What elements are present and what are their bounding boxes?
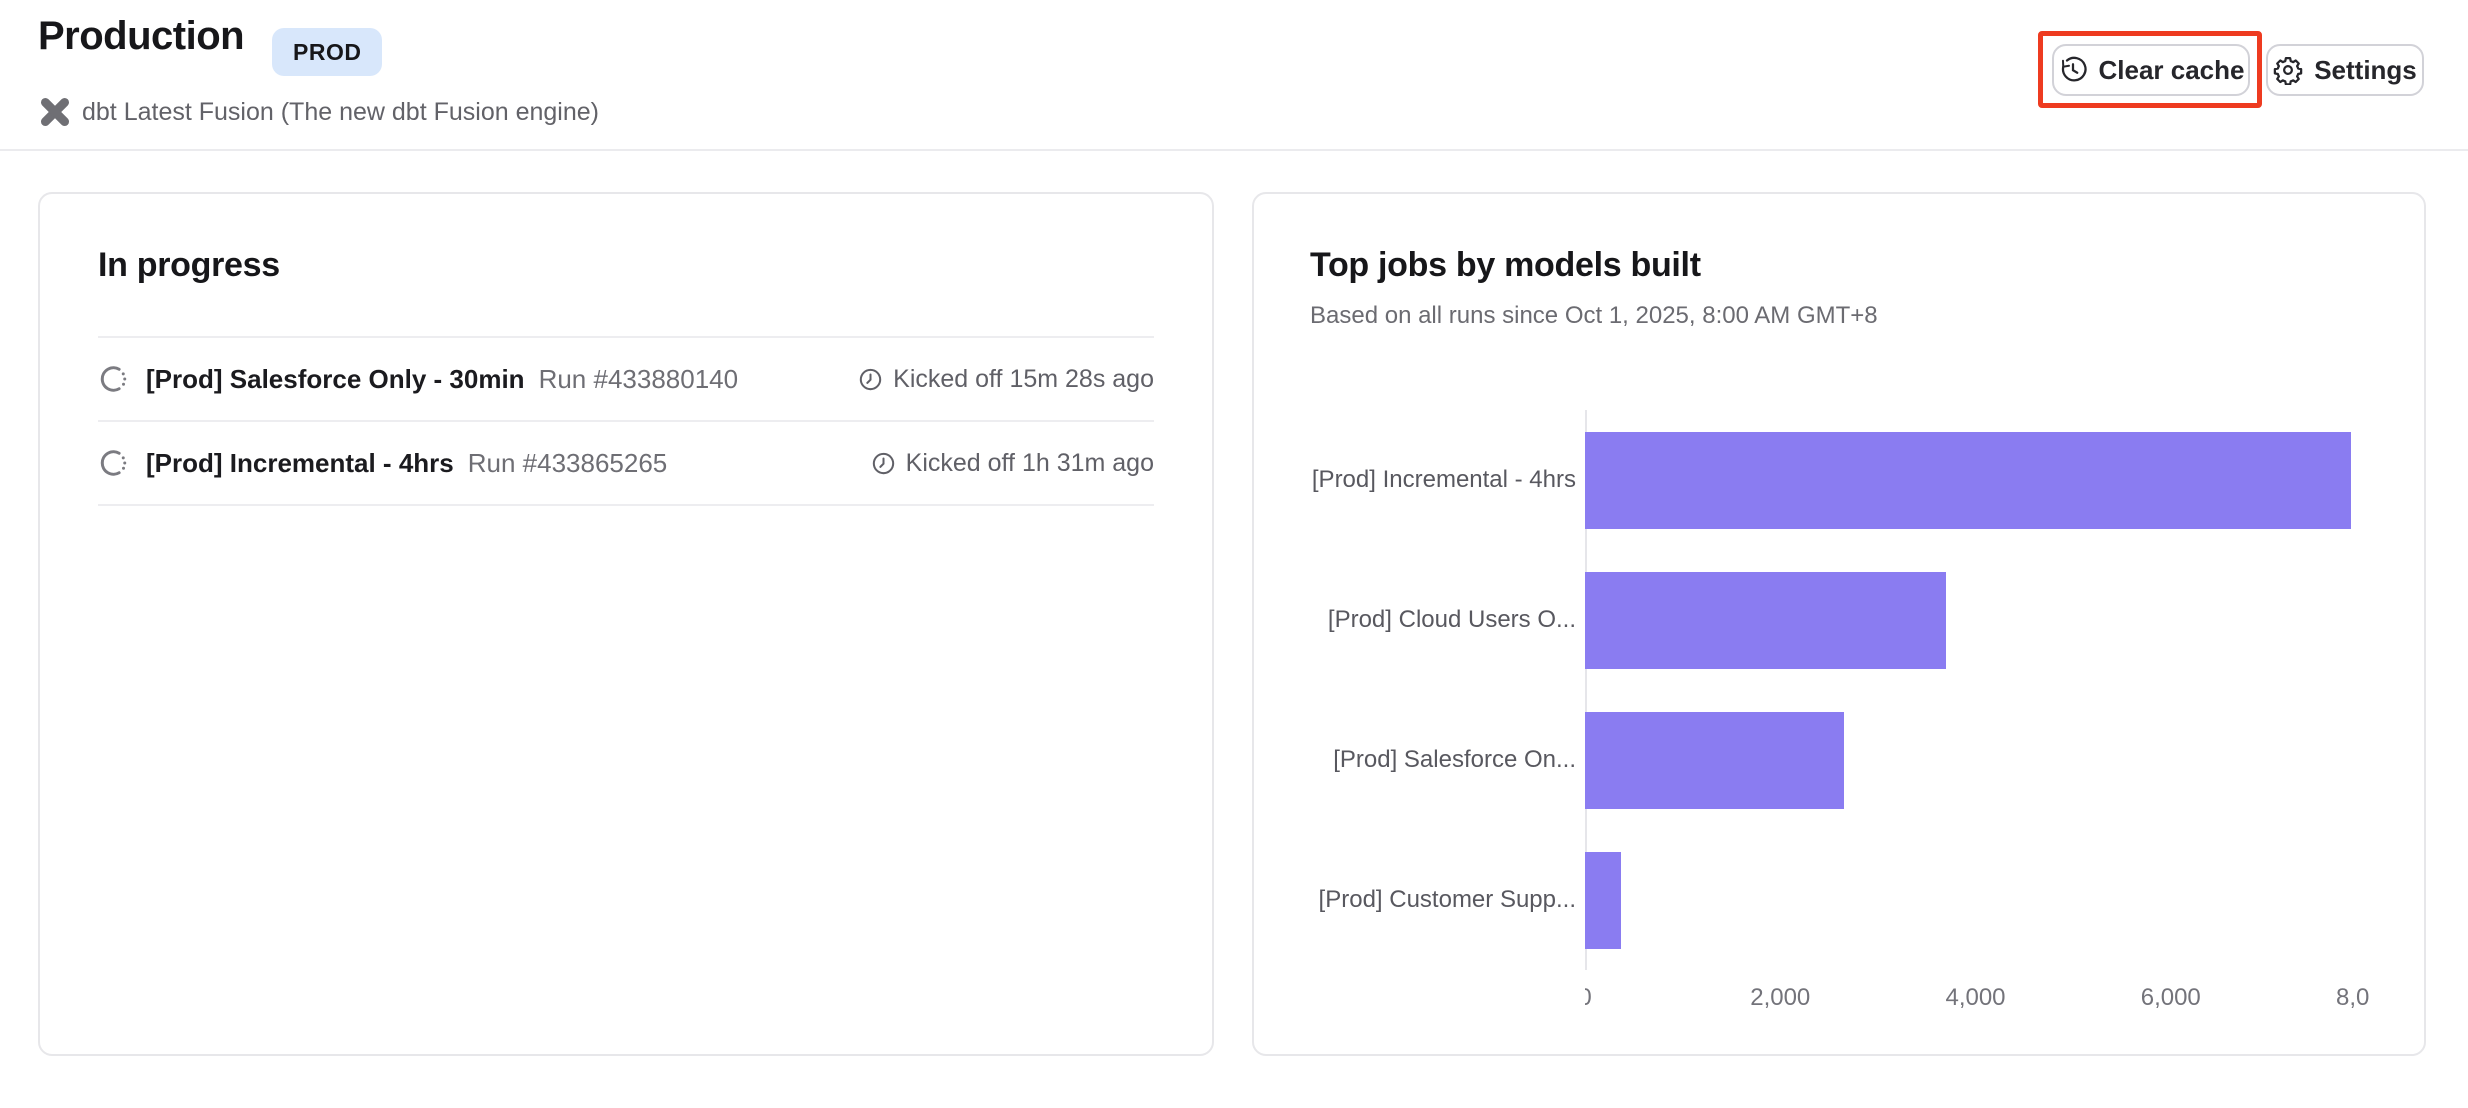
bar-row: [Prod] Salesforce On... bbox=[1310, 690, 2370, 830]
environment-badge-label: PROD bbox=[293, 38, 362, 65]
clock-history-icon bbox=[2058, 55, 2088, 85]
run-job-name[interactable]: [Prod] Incremental - 4hrs bbox=[146, 447, 454, 478]
bar-row: [Prod] Customer Supp... bbox=[1310, 830, 2370, 970]
bar-chart: [Prod] Incremental - 4hrs [Prod] Cloud U… bbox=[1310, 410, 2370, 970]
run-kickoff-meta: Kicked off 1h 31m ago bbox=[870, 449, 1154, 478]
x-tick-label: 4,000 bbox=[1945, 984, 2006, 1011]
run-row[interactable]: [Prod] Salesforce Only - 30min Run #4338… bbox=[98, 338, 1154, 422]
clock-icon bbox=[870, 450, 897, 477]
bar[interactable] bbox=[1585, 711, 1844, 809]
bar-category-label: [Prod] Customer Supp... bbox=[1318, 886, 1576, 913]
chart-subtitle: Based on all runs since Oct 1, 2025, 8:0… bbox=[1310, 302, 1878, 329]
in-progress-title: In progress bbox=[98, 246, 280, 284]
bar-category-label: [Prod] Salesforce On... bbox=[1333, 746, 1576, 773]
clear-cache-button[interactable]: Clear cache bbox=[2052, 44, 2250, 96]
x-tick-label: 2,000 bbox=[1750, 984, 1811, 1011]
environment-subtitle-text: dbt Latest Fusion (The new dbt Fusion en… bbox=[82, 97, 599, 126]
in-progress-card: In progress [Prod] Salesforce Only - 30m… bbox=[38, 192, 1214, 1056]
environment-subtitle: dbt Latest Fusion (The new dbt Fusion en… bbox=[38, 94, 599, 130]
bar[interactable] bbox=[1585, 571, 1947, 669]
bar[interactable] bbox=[1585, 431, 2352, 529]
run-kickoff-meta: Kicked off 15m 28s ago bbox=[857, 365, 1154, 394]
bar-row: [Prod] Incremental - 4hrs bbox=[1310, 410, 2370, 550]
run-row[interactable]: [Prod] Incremental - 4hrs Run #433865265… bbox=[98, 422, 1154, 506]
settings-label: Settings bbox=[2314, 54, 2417, 85]
run-job-name[interactable]: [Prod] Salesforce Only - 30min bbox=[146, 363, 525, 394]
bar-track bbox=[1585, 690, 2366, 830]
settings-button[interactable]: Settings bbox=[2266, 44, 2424, 96]
top-jobs-chart-card: Top jobs by models built Based on all ru… bbox=[1252, 192, 2426, 1056]
gear-icon bbox=[2273, 55, 2303, 85]
bar[interactable] bbox=[1585, 851, 1622, 949]
run-number[interactable]: Run #433880140 bbox=[538, 363, 739, 394]
dbt-fusion-icon bbox=[38, 95, 72, 129]
in-progress-run-list: [Prod] Salesforce Only - 30min Run #4338… bbox=[98, 336, 1154, 506]
bar-track bbox=[1585, 550, 2366, 690]
spinner-icon bbox=[98, 364, 128, 394]
run-kickoff-text: Kicked off 15m 28s ago bbox=[893, 364, 1154, 393]
page-title: Production bbox=[38, 14, 245, 58]
bar-track bbox=[1585, 830, 2366, 970]
x-tick-label: 0 bbox=[1585, 984, 1592, 1012]
chart-x-axis-ticks: 0 2,000 4,000 6,000 8,000 bbox=[1585, 984, 2370, 1020]
x-tick-label: 6,000 bbox=[2140, 984, 2201, 1011]
bar-category-label: [Prod] Incremental - 4hrs bbox=[1311, 466, 1576, 493]
bar-category-label: [Prod] Cloud Users O... bbox=[1327, 606, 1576, 633]
clear-cache-label: Clear cache bbox=[2098, 54, 2245, 85]
bar-track bbox=[1585, 410, 2366, 550]
bar-row: [Prod] Cloud Users O... bbox=[1310, 550, 2370, 690]
chart-title: Top jobs by models built bbox=[1310, 246, 1701, 284]
run-number[interactable]: Run #433865265 bbox=[467, 447, 668, 478]
chart-y-axis-line bbox=[1585, 410, 1587, 970]
run-kickoff-text: Kicked off 1h 31m ago bbox=[905, 448, 1154, 477]
header-divider bbox=[0, 149, 2468, 151]
environment-badge: PROD bbox=[272, 28, 383, 76]
clock-icon bbox=[857, 366, 884, 393]
x-tick-label: 8,000 bbox=[2335, 984, 2370, 1011]
spinner-icon bbox=[98, 448, 128, 478]
